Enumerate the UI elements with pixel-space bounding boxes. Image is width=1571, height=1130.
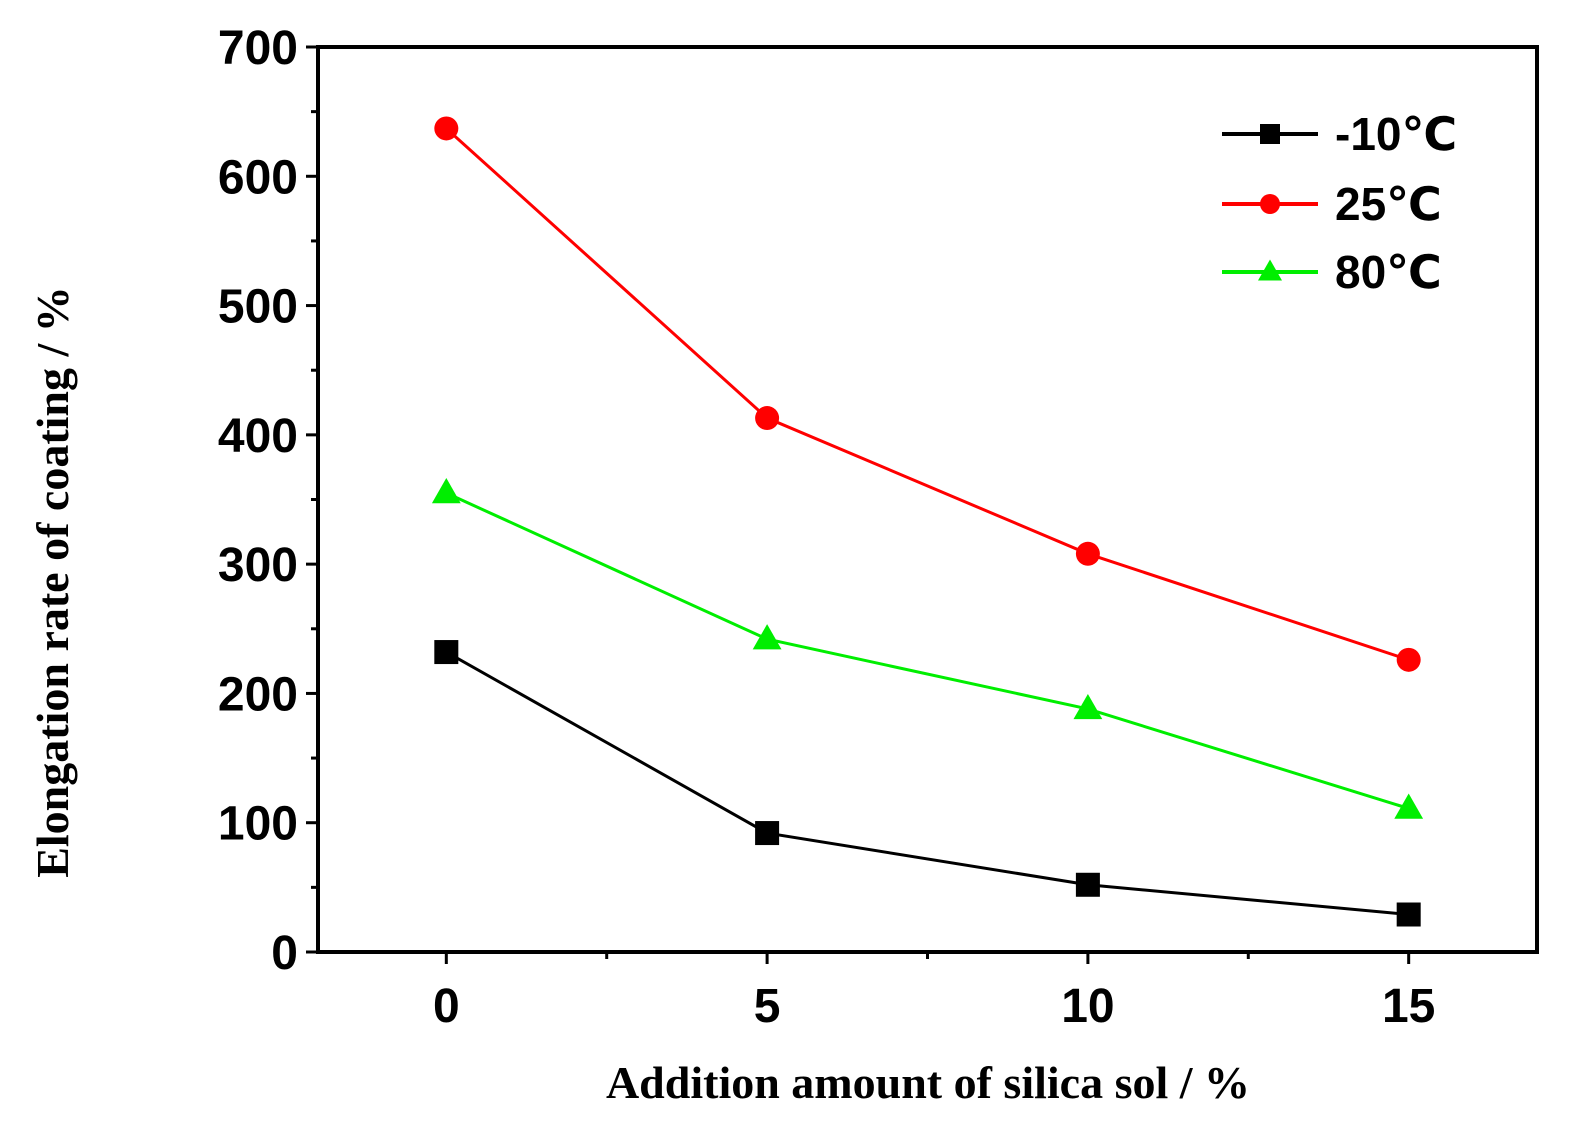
y-tick-label: 400: [218, 410, 298, 463]
data-point-minus10: [755, 821, 780, 846]
data-point-80: [431, 478, 461, 504]
data-point-25: [1396, 647, 1421, 672]
series-80: [431, 478, 1424, 819]
series-25: [434, 116, 1421, 672]
y-tick-label: 0: [271, 927, 298, 980]
series-layer: [431, 116, 1424, 927]
y-tick-label: 500: [218, 281, 298, 334]
legend-label-25: 25℃: [1335, 178, 1442, 230]
x-axis-ticks: 0 5 10 15: [433, 952, 1435, 1033]
x-tick-label: 10: [1061, 980, 1114, 1033]
series-minus10: [434, 640, 1421, 927]
x-axis-title: Addition amount of silica sol / %: [606, 1057, 1250, 1108]
legend-label-80: 80℃: [1335, 246, 1442, 298]
x-tick-label: 0: [433, 980, 460, 1033]
x-tick-label: 5: [754, 980, 781, 1033]
legend-swatch-25: [1222, 194, 1318, 214]
legend-label-minus10: -10℃: [1335, 108, 1457, 160]
legend-marker-80: [1258, 259, 1282, 281]
x-tick-label: 15: [1382, 980, 1435, 1033]
series-line-80: [445, 491, 1410, 810]
data-point-25: [1075, 541, 1100, 566]
legend: -10℃ 25℃ 80℃: [1222, 108, 1457, 298]
legend-marker-25: [1260, 194, 1280, 214]
data-point-minus10: [1396, 902, 1421, 927]
data-point-minus10: [434, 640, 459, 665]
data-point-minus10: [1075, 872, 1100, 897]
y-axis-ticks: 0 100 200 300 400 500 600 700: [218, 22, 318, 980]
legend-item-80: 80℃: [1222, 246, 1442, 298]
series-line-minus10: [445, 650, 1409, 917]
legend-item-minus10: -10℃: [1222, 108, 1457, 160]
y-axis-title: Elongation rate of coating / %: [27, 286, 78, 878]
y-tick-label: 200: [218, 668, 298, 721]
series-line-25: [445, 127, 1410, 662]
data-point-25: [755, 406, 780, 431]
legend-item-25: 25℃: [1222, 178, 1442, 230]
legend-swatch-80: [1222, 259, 1318, 281]
data-point-80: [1073, 693, 1103, 720]
y-tick-label: 600: [218, 151, 298, 204]
legend-marker-minus10: [1260, 124, 1280, 144]
legend-swatch-minus10: [1222, 124, 1318, 144]
data-point-80: [1394, 793, 1424, 819]
y-tick-label: 300: [218, 539, 298, 592]
y-tick-label: 100: [218, 798, 298, 851]
data-point-80: [752, 624, 782, 650]
y-tick-label: 700: [218, 22, 298, 75]
data-point-25: [434, 116, 459, 141]
